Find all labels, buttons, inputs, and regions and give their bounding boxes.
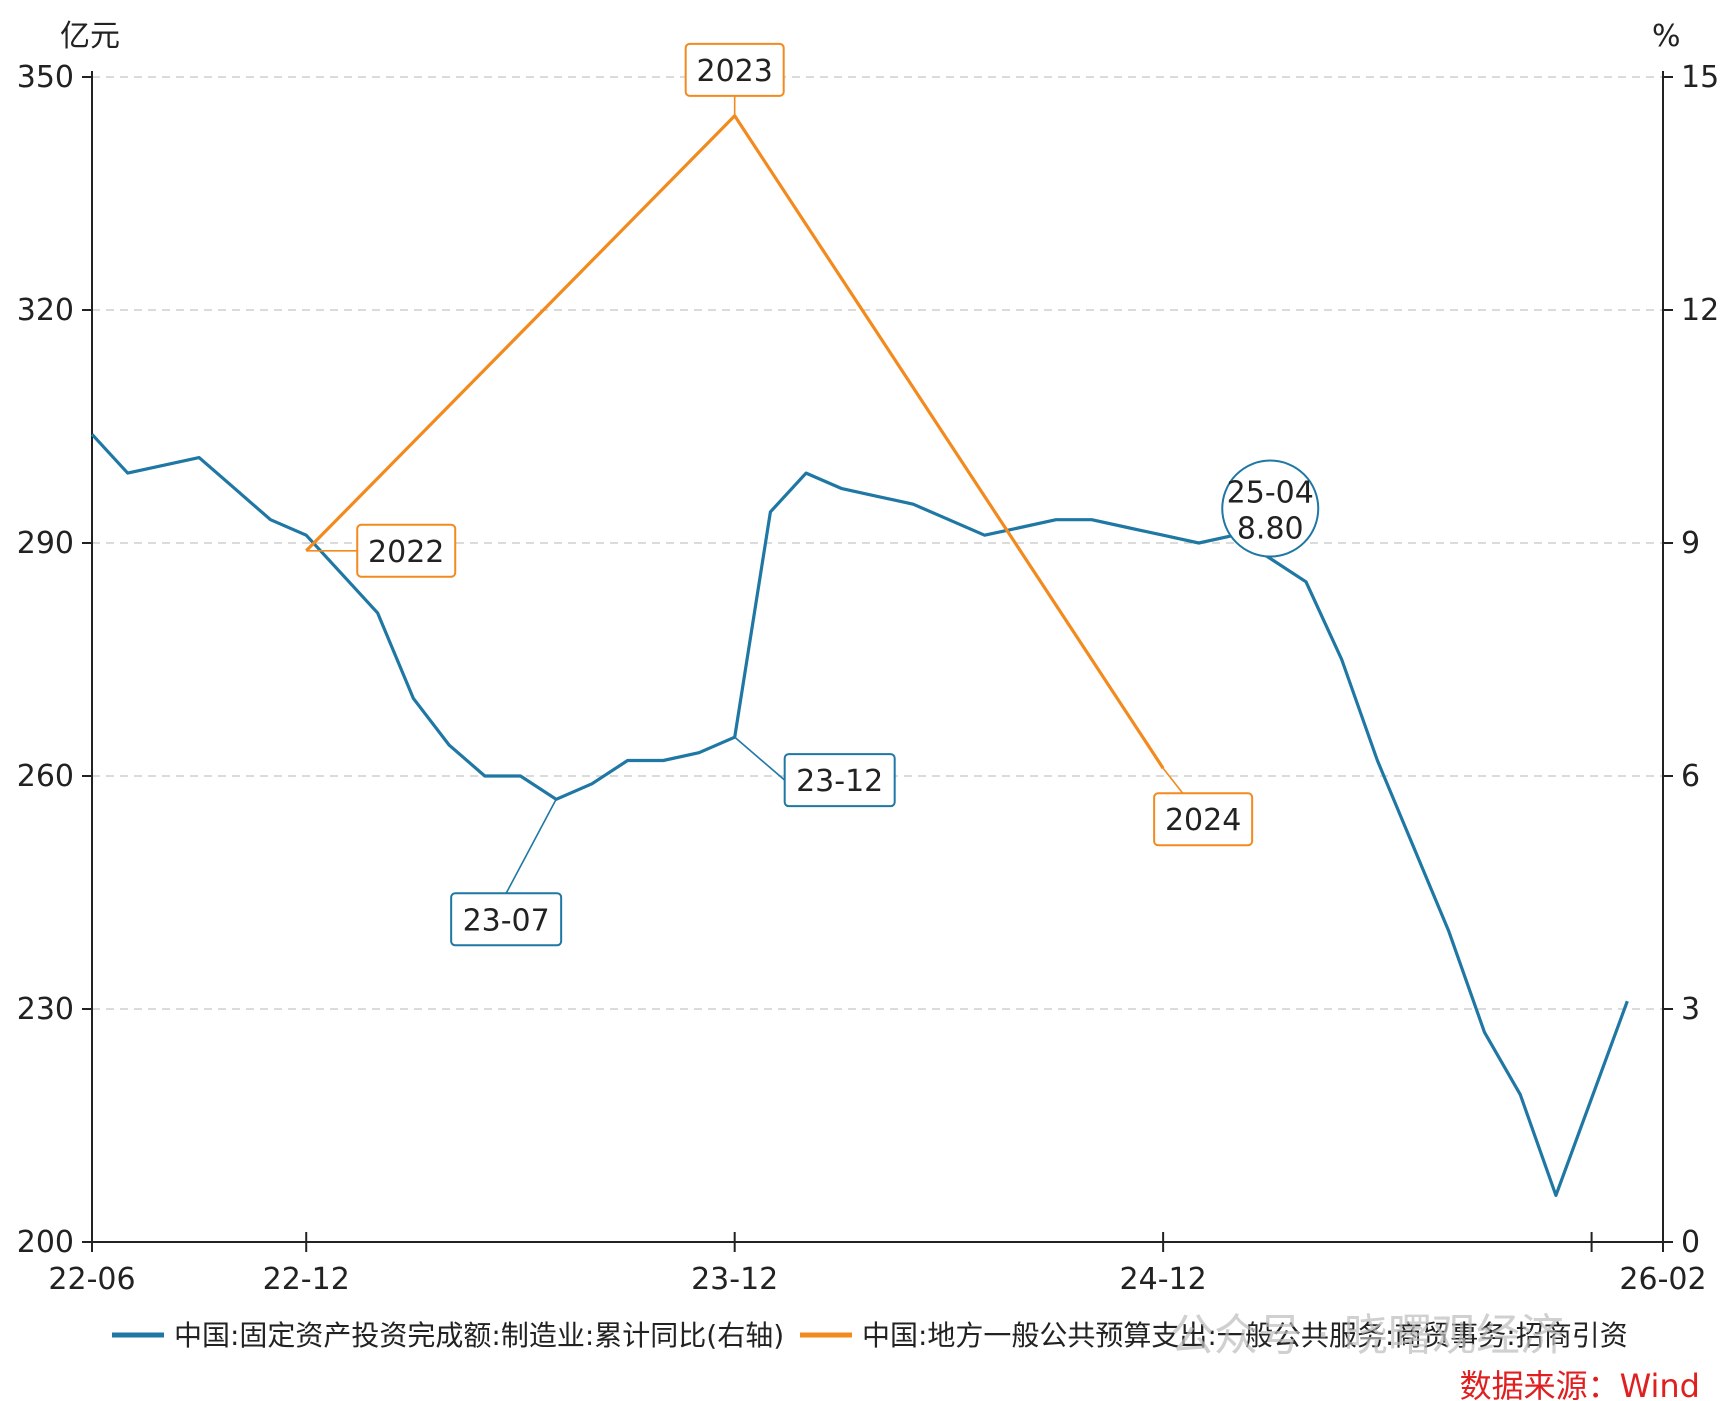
x-tick-label: 26-02 <box>1619 1262 1706 1297</box>
right-tick-label: 3 <box>1681 992 1700 1027</box>
grid-lines <box>92 76 1663 1010</box>
callout-2022: 2022 <box>306 523 457 578</box>
x-tick-label: 24-12 <box>1120 1262 1207 1297</box>
callout-23-07: 23-07 <box>450 798 563 947</box>
callout-2023: 2023 <box>684 42 785 116</box>
callout-label: 2024 <box>1165 803 1241 838</box>
left-tick-label: 350 <box>17 60 74 95</box>
callout-box <box>1153 792 1254 847</box>
axes: 200 230 260 290 320 350 0 3 6 9 12 15 22-06 22-12 23-1… <box>17 60 1719 1297</box>
legend: 中国:固定资产投资完成额:制造业:累计同比(右轴) 中国:地方一般公共预算支出:… <box>112 1319 1628 1352</box>
series-line-1 <box>305 114 1165 770</box>
callout-23-12: 23-12 <box>734 736 896 808</box>
callout-box <box>684 42 785 97</box>
callout-2024: 2024 <box>1153 767 1254 847</box>
right-tick-label: 15 <box>1681 60 1719 95</box>
callout-value: 8.80 <box>1237 512 1304 547</box>
callouts: 23-07 23-12 25-048.80 2022 2023 2024 <box>306 42 1320 947</box>
series-line-0 <box>90 433 1629 1197</box>
callout-label: 2022 <box>368 535 444 570</box>
right-axis-unit: % <box>1652 19 1681 54</box>
legend-label-series-1: 中国:地方一般公共预算支出:一般公共服务:商贸事务:招商引资 <box>862 1319 1628 1352</box>
watermark: 公众号 · 晓曙观经济 <box>1170 1310 1564 1361</box>
callout-label: 23-07 <box>463 903 550 938</box>
data-source: 数据来源：Wind <box>1460 1367 1700 1401</box>
left-tick-label: 260 <box>17 759 74 794</box>
left-tick-label: 200 <box>17 1225 74 1260</box>
callout-label: 23-12 <box>796 764 883 799</box>
x-tick-label: 22-12 <box>263 1262 350 1297</box>
left-tick-label: 290 <box>17 526 74 561</box>
callout-box <box>783 753 896 808</box>
callout-circle <box>1221 459 1320 558</box>
callout-label: 2023 <box>697 54 773 89</box>
callout-box <box>356 523 457 578</box>
right-tick-label: 0 <box>1681 1225 1700 1260</box>
callout-25-04: 25-048.80 <box>1221 459 1320 559</box>
legend-label-series-0: 中国:固定资产投资完成额:制造业:累计同比(右轴) <box>174 1319 784 1352</box>
callout-leader <box>505 798 557 894</box>
left-axis-unit: 亿元 <box>60 19 120 54</box>
callout-box <box>450 892 563 947</box>
left-tick-label: 320 <box>17 293 74 328</box>
callout-leader <box>734 736 786 781</box>
x-tick-label: 22-06 <box>48 1262 135 1297</box>
right-tick-label: 12 <box>1681 293 1719 328</box>
right-tick-label: 6 <box>1681 759 1700 794</box>
x-tick-label: 23-12 <box>691 1262 778 1297</box>
callout-label: 25-04 <box>1227 476 1314 511</box>
left-tick-label: 230 <box>17 992 74 1027</box>
series-lines <box>90 114 1629 1197</box>
right-tick-label: 9 <box>1681 526 1700 561</box>
